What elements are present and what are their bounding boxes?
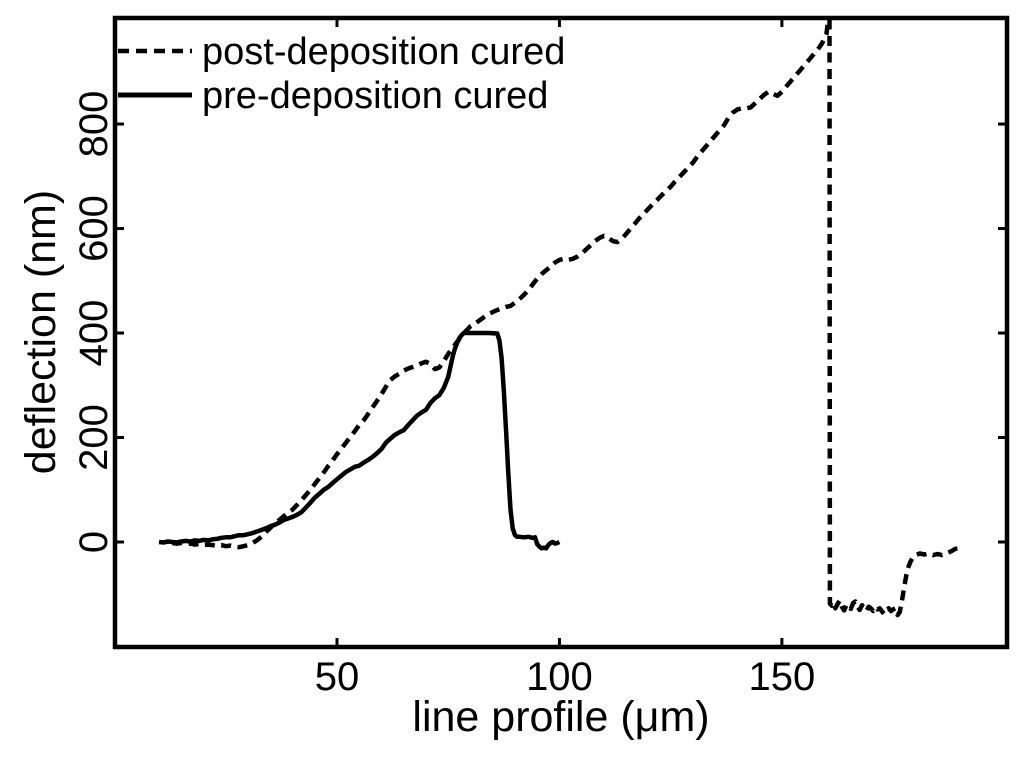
y-tick-label: 0: [72, 531, 116, 553]
legend-label-post-deposition: post-deposition cured: [202, 31, 565, 73]
x-tick-label: 50: [315, 655, 360, 699]
x-tick-label: 100: [526, 655, 593, 699]
axis-ticks: 50 100 150 0 200 400 600 800: [72, 18, 1007, 699]
y-tick-label: 600: [72, 195, 116, 262]
y-tick-label: 400: [72, 300, 116, 367]
y-axis-label: deflection (nm): [17, 190, 65, 474]
y-tick-label: 200: [72, 404, 116, 471]
legend: post-deposition cured pre-deposition cur…: [118, 31, 565, 117]
x-tick-label: 150: [749, 655, 816, 699]
y-tick-label: 800: [72, 91, 116, 158]
series-dashed-curve: [172, 17, 961, 618]
series-solid-curve: [158, 330, 561, 551]
legend-label-pre-deposition: pre-deposition cured: [202, 75, 548, 117]
series-lines: [158, 17, 961, 618]
plot-frame: [112, 15, 1010, 650]
x-axis-label: line profile (μm): [412, 693, 709, 741]
